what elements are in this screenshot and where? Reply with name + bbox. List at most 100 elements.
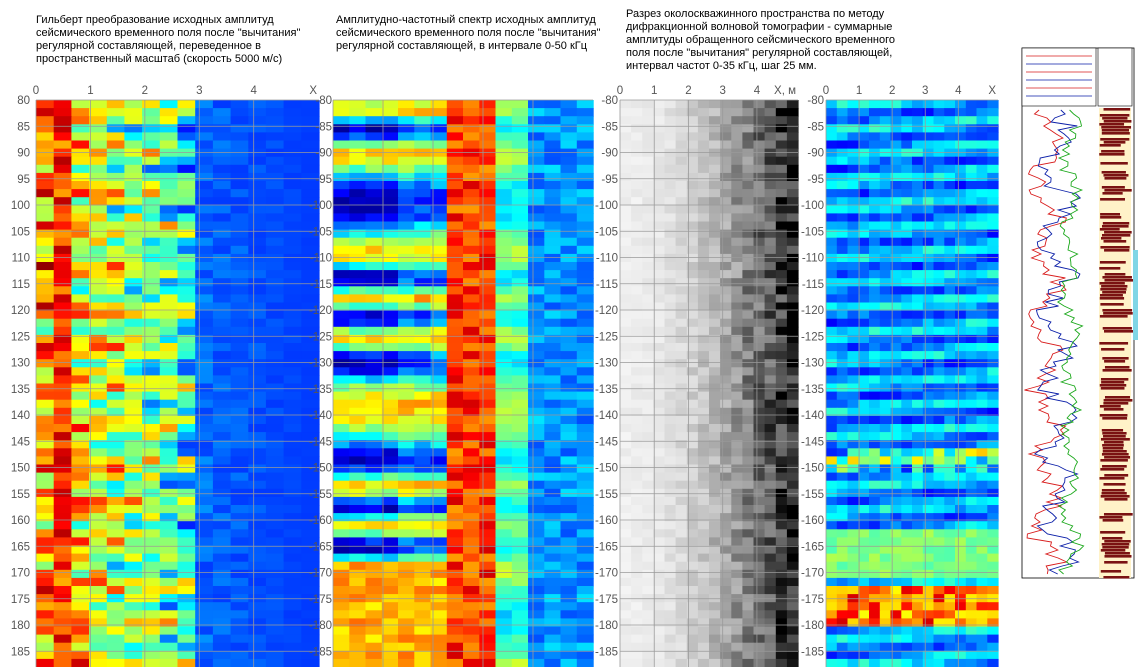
heatmap-cell xyxy=(511,245,529,255)
heatmap-cell xyxy=(653,399,666,409)
heatmap-cell xyxy=(333,480,350,490)
heatmap-cell xyxy=(675,432,688,441)
heatmap-cell xyxy=(653,213,666,223)
heatmap-cell xyxy=(642,343,654,352)
heatmap-cell xyxy=(398,270,415,279)
heatmap-cell xyxy=(620,658,632,667)
heatmap-cell xyxy=(36,415,55,425)
heatmap-cell xyxy=(479,286,497,295)
heatmap-cell xyxy=(976,310,988,320)
heatmap-cell xyxy=(177,229,196,239)
heatmap-cell xyxy=(858,262,870,271)
heatmap-cell xyxy=(195,650,214,660)
heatmap-cell xyxy=(265,359,285,368)
heatmap-cell xyxy=(576,334,594,344)
heatmap-cell xyxy=(642,148,654,158)
heatmap-cell xyxy=(36,545,55,555)
heatmap-cell xyxy=(858,140,870,150)
heatmap-cell xyxy=(195,642,214,652)
heatmap-cell xyxy=(576,618,594,628)
heatmap-cell xyxy=(709,189,721,198)
heatmap-cell xyxy=(230,172,249,182)
heatmap-cell xyxy=(106,553,126,563)
heatmap-cell xyxy=(764,618,777,628)
heatmap-cell xyxy=(446,618,464,628)
heatmap-cell xyxy=(912,407,924,417)
heatmap-cell xyxy=(283,634,302,644)
x-tick-label: 1 xyxy=(651,85,657,97)
heatmap-cell xyxy=(349,383,367,393)
heatmap-cell xyxy=(560,610,578,619)
heatmap-cell xyxy=(124,505,143,514)
heatmap-cell xyxy=(642,618,654,628)
heatmap-cell xyxy=(463,415,480,425)
heatmap-cell xyxy=(36,513,55,522)
heatmap-cell xyxy=(265,334,285,344)
heatmap-cell xyxy=(333,505,350,514)
heatmap-cell xyxy=(333,626,350,636)
y-tick-label: -120 xyxy=(595,305,618,317)
y-tick-label: -155 xyxy=(309,489,332,501)
heatmap-cell xyxy=(731,488,743,498)
heatmap-cell xyxy=(195,302,214,312)
y-tick-label: -165 xyxy=(309,541,332,553)
heatmap-cell xyxy=(933,480,945,490)
heatmap-cell xyxy=(195,391,214,401)
y-tick-label: 135 xyxy=(11,384,30,396)
heatmap-cell xyxy=(248,472,267,482)
heatmap-cell xyxy=(697,270,710,279)
heatmap-cell xyxy=(106,480,126,490)
heatmap-cell xyxy=(912,278,924,287)
heatmap-cell xyxy=(495,537,513,547)
heatmap-cell xyxy=(576,424,594,433)
heatmap-cell xyxy=(511,634,529,644)
heatmap-cell xyxy=(349,294,367,304)
heatmap-cell xyxy=(283,513,302,522)
heatmap-cell xyxy=(560,278,578,287)
heatmap-cell xyxy=(230,496,249,506)
heatmap-cell xyxy=(753,286,766,295)
heatmap-cell xyxy=(560,310,578,320)
heatmap-cell xyxy=(333,310,350,320)
heatmap-cell xyxy=(463,577,480,587)
heatmap-cell xyxy=(642,318,654,328)
heatmap-cell xyxy=(89,448,108,457)
heatmap-cell xyxy=(836,205,849,214)
heatmap-cell xyxy=(479,658,497,667)
heatmap-cell xyxy=(430,375,448,385)
heatmap-cell xyxy=(720,334,732,344)
heatmap-cell xyxy=(576,148,594,158)
heatmap-cell xyxy=(398,108,415,117)
heatmap-cell xyxy=(333,278,350,287)
heatmap-cell xyxy=(720,602,732,611)
heatmap-cell xyxy=(349,618,367,628)
heatmap-cell xyxy=(495,351,513,360)
heatmap-cell xyxy=(195,148,214,158)
heatmap-cell xyxy=(731,205,743,214)
heatmap-cell xyxy=(764,100,777,109)
heatmap-cell xyxy=(106,391,126,401)
heatmap-cell xyxy=(976,294,988,304)
heatmap-cell xyxy=(414,415,432,425)
heatmap-cell xyxy=(265,521,285,530)
heatmap-cell xyxy=(753,626,766,636)
heatmap-cell xyxy=(124,513,143,522)
heatmap-cell xyxy=(365,602,383,611)
heatmap-cell xyxy=(71,310,90,320)
heatmap-cell xyxy=(976,270,988,279)
heatmap-cell xyxy=(987,618,999,628)
heatmap-cell xyxy=(697,343,710,352)
heatmap-cell xyxy=(528,100,545,109)
heatmap-cell xyxy=(430,618,448,628)
heatmap-cell xyxy=(753,213,766,223)
heatmap-cell xyxy=(697,513,710,522)
heatmap-cell xyxy=(381,513,399,522)
heatmap-cell xyxy=(742,561,755,571)
heatmap-cell xyxy=(764,626,777,636)
heatmap-cell xyxy=(248,456,267,466)
heatmap-cell xyxy=(720,391,732,401)
heatmap-cell xyxy=(764,189,777,198)
heatmap-cell xyxy=(620,496,632,506)
heatmap-cell xyxy=(124,602,143,611)
heatmap-cell xyxy=(826,172,838,182)
